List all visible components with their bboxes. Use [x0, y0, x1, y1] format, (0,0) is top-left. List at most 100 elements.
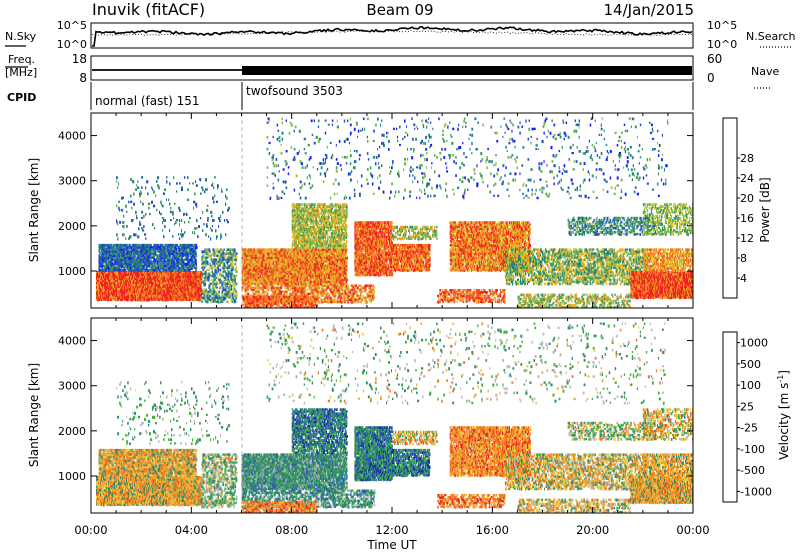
data-cell [206, 268, 209, 272]
data-cell [123, 285, 125, 289]
data-cell [370, 300, 372, 303]
freq-label-line2: [MHz] [5, 66, 37, 79]
data-cell [184, 294, 186, 297]
data-cell [284, 290, 286, 294]
data-cell [96, 273, 98, 276]
data-cell [133, 271, 135, 274]
data-cell [173, 294, 176, 297]
data-cell [185, 277, 187, 281]
data-cell [192, 246, 195, 249]
data-cell [115, 291, 117, 295]
data-cell [116, 279, 118, 282]
data-cell [150, 291, 152, 295]
data-cell [122, 289, 124, 293]
data-cell [126, 225, 128, 228]
data-cell [119, 221, 121, 224]
data-cell [366, 300, 368, 304]
data-cell [154, 227, 156, 230]
data-cell [249, 278, 251, 282]
data-cell [139, 294, 141, 297]
data-cell [97, 275, 99, 278]
data-cell [144, 287, 146, 291]
data-cell [166, 285, 169, 289]
data-cell [179, 294, 181, 297]
data-cell [122, 285, 124, 289]
data-cell [148, 271, 150, 274]
data-cell [164, 273, 166, 276]
data-cell [167, 287, 169, 291]
data-cell [177, 281, 179, 284]
data-cell [127, 285, 129, 289]
data-cell [128, 296, 130, 300]
data-cell [107, 291, 109, 296]
data-cell [100, 271, 102, 274]
data-cell [177, 287, 179, 291]
data-cell [107, 285, 109, 289]
data-cell [229, 294, 231, 298]
data-cell [121, 275, 123, 279]
data-cell [153, 275, 155, 278]
data-cell [178, 273, 181, 276]
data-cell [119, 281, 121, 285]
data-cell [121, 283, 123, 287]
data-cell [219, 264, 221, 267]
data-cell [202, 258, 204, 262]
data-cell [169, 283, 171, 287]
data-cell [190, 275, 193, 279]
data-cell [117, 271, 119, 275]
data-cell [223, 248, 225, 251]
data-cell [140, 294, 143, 297]
data-cell [116, 298, 118, 302]
data-cell [146, 180, 149, 184]
data-cell [288, 248, 290, 251]
data-cell [116, 180, 118, 183]
data-cell [145, 291, 147, 295]
data-cell [120, 275, 122, 279]
data-cell [165, 248, 167, 251]
data-cell [154, 291, 156, 295]
data-cell [166, 176, 168, 179]
data-cell [170, 283, 172, 286]
data-cell [199, 291, 201, 295]
data-cell [136, 298, 138, 302]
data-cell [153, 281, 155, 284]
data-cell [139, 296, 141, 299]
data-cell [103, 291, 105, 295]
data-cell [143, 271, 145, 275]
data-cell [110, 296, 112, 299]
data-cell [138, 287, 140, 291]
data-cell [134, 271, 136, 274]
data-cell [127, 279, 129, 283]
data-cell [263, 290, 266, 294]
data-cell [223, 286, 225, 289]
data-cell [117, 296, 119, 299]
data-cell [103, 281, 105, 284]
data-cell [129, 273, 131, 277]
data-cell [129, 243, 131, 247]
data-cell [170, 289, 172, 293]
data-cell [176, 277, 178, 281]
data-cell [211, 292, 213, 295]
noise-left-tick-bottom: 10^0 [57, 38, 87, 51]
data-cell [172, 235, 174, 238]
data-cell [138, 283, 140, 287]
data-cell [138, 271, 140, 274]
data-cell [126, 210, 128, 213]
data-cell [124, 275, 126, 279]
data-cell [122, 287, 124, 290]
data-cell [101, 277, 103, 280]
data-cell [129, 275, 131, 279]
data-cell [218, 290, 220, 294]
data-cell [98, 285, 100, 289]
data-cell [150, 283, 152, 286]
data-cell [151, 277, 153, 280]
data-cell [225, 233, 227, 237]
data-cell [364, 296, 367, 299]
data-cell [174, 281, 176, 285]
data-cell [208, 276, 210, 279]
data-cell [165, 285, 167, 288]
data-cell [333, 300, 336, 304]
data-cell [196, 184, 198, 187]
data-cell [149, 212, 151, 216]
data-cell [158, 250, 160, 254]
